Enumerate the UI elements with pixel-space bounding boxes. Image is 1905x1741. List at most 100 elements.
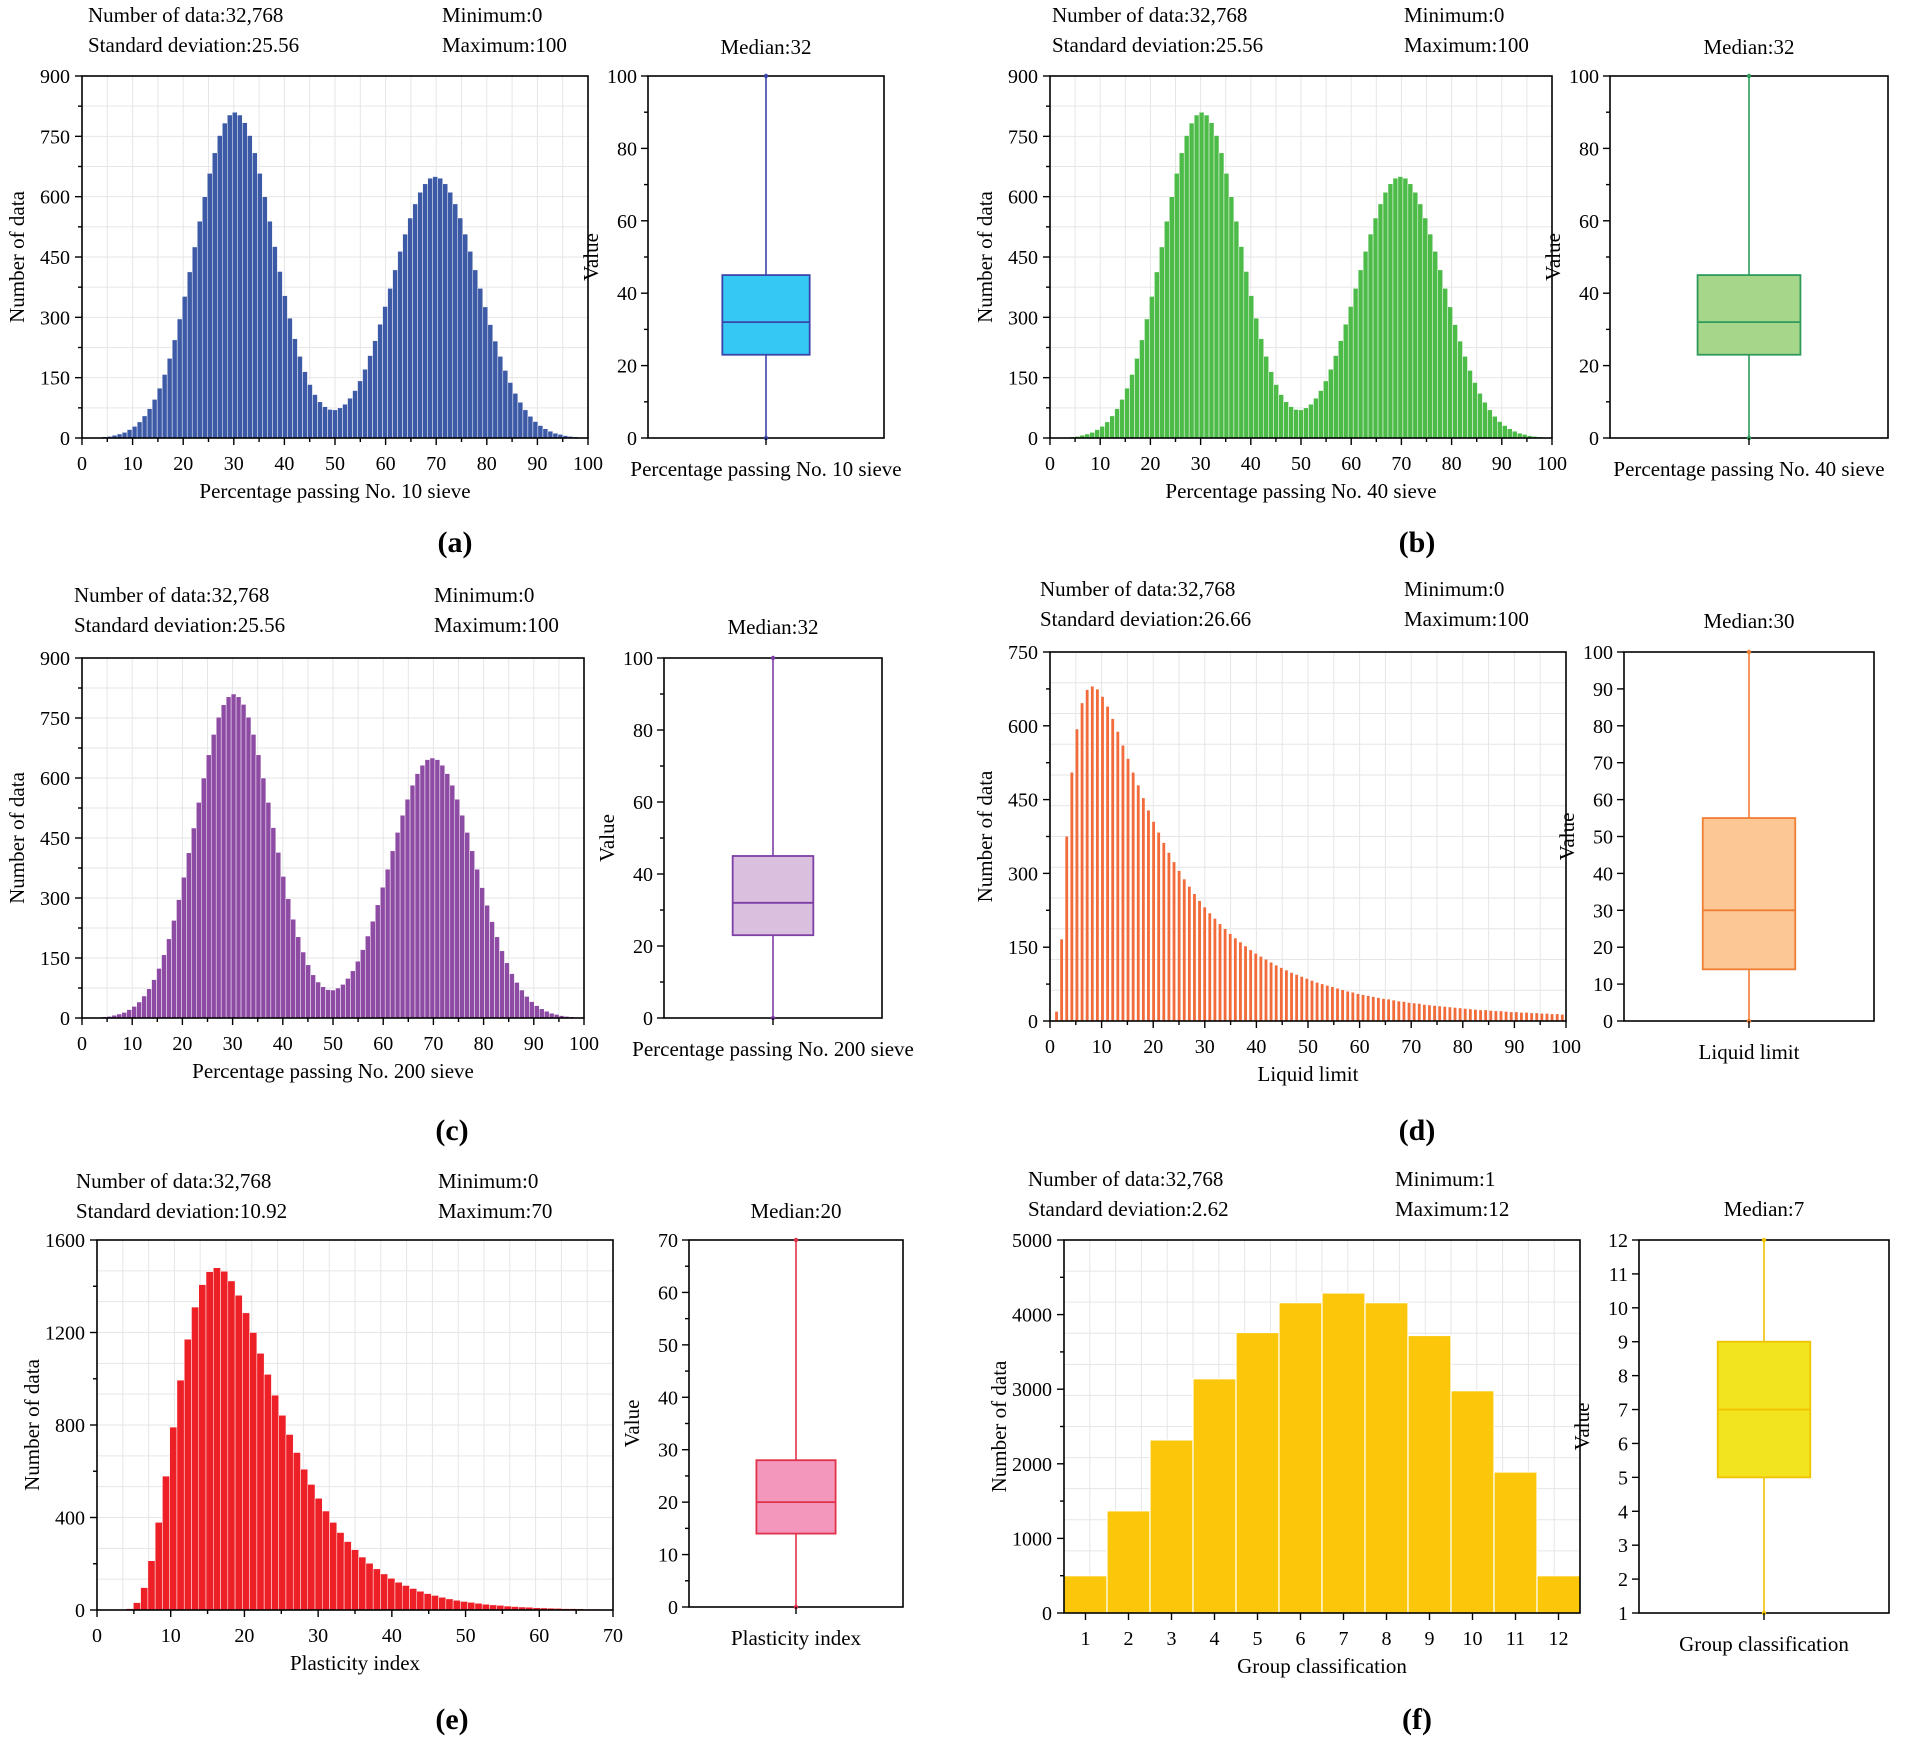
bar-3 [1149,1439,1194,1614]
bar-31 [322,1510,330,1611]
bar-43 [1269,962,1273,1021]
x-tick-label: 70 [426,453,446,475]
stat-count: Number of data:32,768 [1028,1167,1223,1191]
bar-69 [1392,177,1399,439]
bar-50 [332,409,338,439]
bar-34 [1218,152,1225,439]
bar-17 [1136,785,1140,1021]
bar-55 [355,960,361,1019]
bar-38 [270,827,277,1019]
bar-45 [423,1593,432,1611]
bar-63 [397,251,403,439]
bar-23 [196,220,203,439]
bar-73 [444,773,451,1019]
bar-70 [429,757,436,1019]
box-y-tick-label: 40 [633,864,653,886]
x-tick-label: 40 [1241,453,1261,475]
box-plot: Median:30 0 10 20 30 40 50 60 70 80 90 100 Liquid li… [1555,609,1875,1064]
bars [1055,686,1564,1021]
bar-21 [186,852,192,1019]
bar-79 [1453,1007,1457,1021]
bar-36 [1228,196,1235,439]
stat-max: Maximum:100 [1404,607,1529,631]
box-y-tick-label: 10 [1608,1298,1628,1320]
bar-44 [1268,371,1274,439]
y-tick-label: 750 [40,126,70,148]
bar-86 [1477,393,1483,439]
box-y-tick-label: 0 [1589,428,1599,450]
bar-53 [1320,984,1324,1021]
bar-24 [201,777,207,1019]
x-tick-label: 50 [1291,453,1311,475]
box-y-tick-label: 0 [643,1008,653,1030]
bar-8 [1089,432,1095,439]
stat-max: Maximum:100 [1404,33,1529,57]
x-tick-label: 70 [423,1033,443,1055]
y-tick-label: 5000 [1012,1230,1052,1252]
bar-7 [1321,1292,1366,1614]
bar-89 [524,996,530,1019]
stat-count: Number of data:32,768 [1040,577,1235,601]
box-y-tick-label: 0 [627,428,637,450]
x-tick-label: 70 [1391,453,1411,475]
bar-42 [1258,338,1264,439]
panel-caption: (e) [435,1703,468,1736]
stat-std: Standard deviation:26.66 [1040,607,1251,631]
bar-54 [1318,390,1324,439]
bar-74 [1417,203,1424,439]
x-axis-label: Percentage passing No. 200 sieve [192,1059,474,1083]
box-y-tick-label: 0 [1603,1011,1613,1033]
x-tick-label: 2 [1124,1628,1134,1650]
max-marker [793,1237,799,1243]
bar-38 [1244,946,1247,1021]
bar-41 [285,898,292,1019]
bar-50 [1298,409,1304,439]
bar-37 [1239,942,1242,1021]
box-y-tick-label: 7 [1618,1400,1628,1422]
bar-46 [310,974,316,1019]
y-tick-label: 3000 [1012,1379,1052,1401]
box-y-tick-label: 5 [1618,1467,1628,1489]
x-tick-label: 20 [234,1625,254,1647]
bar-51 [1310,980,1314,1021]
bar-12 [1109,415,1115,439]
x-tick-label: 60 [376,453,396,475]
bar-93 [543,1010,550,1019]
bar-1 [1055,1011,1058,1021]
x-tick-label: 30 [223,1033,243,1055]
bar-80 [1447,306,1453,439]
bar-19 [176,318,183,439]
box-y-tick-label: 1 [1618,1603,1628,1625]
bar-92 [542,428,549,439]
box-y-axis-label: Value [1541,233,1565,281]
bar-74 [449,784,456,1019]
box-y-tick-label: 20 [617,356,637,378]
bar-19 [1144,318,1150,439]
box-x-axis-label: Percentage passing No. 10 sieve [630,457,901,481]
bar-43 [295,936,301,1019]
bar-38 [372,1568,381,1611]
x-tick-label: 11 [1506,1628,1525,1650]
bar-47 [315,981,321,1019]
bar-23 [1164,220,1170,439]
bar-62 [389,850,396,1019]
x-tick-label: 10 [161,1625,181,1647]
panel-e: Number of data:32,768 Standard deviation:… [20,1169,904,1736]
bar-13 [1116,731,1120,1021]
y-tick-label: 150 [1008,368,1038,390]
box-y-tick-label: 20 [658,1492,678,1514]
box-y-tick-label: 11 [1609,1264,1628,1286]
box-y-tick-label: 80 [617,138,637,160]
bar-63 [1362,251,1369,439]
bar-64 [399,814,406,1019]
stat-std: Standard deviation:25.56 [88,33,299,57]
box-y-tick-label: 4 [1618,1501,1628,1523]
bar-86 [1489,1010,1493,1021]
x-tick-label: 40 [274,453,294,475]
box-plot: Median:32 0 20 40 60 80 100 Percentage passing … [1541,35,1889,481]
bar-46 [431,1595,439,1611]
y-tick-label: 2000 [1012,1454,1052,1476]
bar-82 [489,921,495,1019]
stat-count: Number of data:32,768 [88,3,283,27]
box-plot: Median:20 0 10 20 30 40 50 60 70 Plasticity index… [620,1199,904,1650]
